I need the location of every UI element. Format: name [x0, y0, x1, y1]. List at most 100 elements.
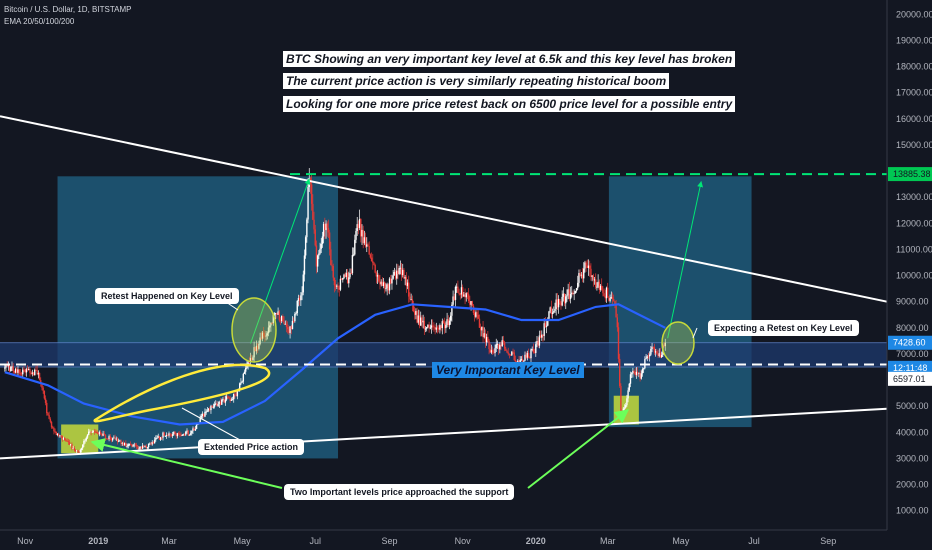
candle-body	[483, 333, 485, 338]
indicator-header[interactable]: EMA 20/50/100/200	[4, 17, 75, 26]
candle	[254, 346, 257, 352]
candle	[29, 366, 31, 377]
candle-body	[627, 390, 629, 399]
candle	[628, 382, 630, 392]
candle	[167, 433, 169, 437]
candle-body	[484, 333, 487, 343]
candle-body	[331, 265, 333, 267]
candle	[375, 271, 378, 284]
candle-body	[93, 431, 96, 433]
candle-body	[574, 290, 577, 294]
x-tick-label: May	[672, 536, 690, 546]
candle-body	[222, 398, 224, 400]
candle-body	[282, 316, 284, 322]
candle-body	[168, 433, 170, 436]
candle-body	[13, 370, 16, 373]
candle-body	[598, 281, 601, 290]
candle-body	[374, 264, 376, 273]
candle	[11, 361, 13, 372]
candle-body	[587, 265, 590, 269]
candle	[560, 301, 562, 310]
candle	[525, 351, 527, 360]
candle	[503, 341, 506, 352]
candle	[591, 274, 593, 282]
candle-body	[467, 294, 470, 302]
candle	[296, 300, 298, 316]
candle-body	[362, 229, 364, 244]
candle	[180, 432, 182, 437]
candle	[321, 231, 324, 248]
candle-body	[90, 431, 92, 433]
candle-body	[217, 403, 219, 407]
candle	[240, 378, 242, 386]
candle	[205, 409, 207, 415]
candle-body	[428, 324, 430, 328]
candle	[241, 380, 243, 384]
candle-body	[55, 431, 58, 436]
candle-body	[514, 360, 517, 362]
candle-body	[17, 369, 19, 373]
candle	[452, 290, 454, 307]
candle-body	[224, 399, 227, 403]
candle-body	[532, 349, 535, 353]
candle	[96, 430, 98, 434]
candle-body	[84, 440, 86, 442]
x-tick-label: Jul	[309, 536, 321, 546]
candle-body	[127, 444, 129, 447]
price-tag-countdown: 12:11:48	[893, 363, 927, 373]
symbol-header[interactable]: Bitcoin / U.S. Dollar, 1D, BITSTAMP	[4, 5, 132, 14]
candle-body	[345, 272, 348, 277]
x-tick-label: Jul	[748, 536, 760, 546]
candle-body	[647, 356, 650, 358]
candle-body	[452, 296, 454, 305]
candle-body	[464, 294, 466, 298]
candle	[433, 322, 435, 332]
candle-body	[565, 296, 567, 304]
candle-body	[367, 244, 369, 247]
candle	[436, 325, 439, 334]
candle	[53, 426, 55, 435]
candle-body	[414, 311, 416, 315]
candle	[421, 315, 423, 328]
candle	[598, 279, 601, 294]
candle-body	[101, 434, 103, 436]
candle-body	[390, 278, 392, 284]
candle-body	[173, 431, 175, 435]
candle-body	[186, 430, 188, 432]
candle-body	[247, 361, 249, 365]
candle	[641, 367, 644, 377]
candle	[31, 369, 34, 377]
candle-body	[320, 243, 322, 249]
candle	[218, 400, 221, 408]
price-tag-key-level-bg	[888, 371, 932, 386]
candle	[526, 350, 529, 361]
candle	[343, 273, 345, 280]
candle	[400, 262, 403, 281]
candle	[20, 371, 23, 377]
candle-body	[364, 237, 367, 247]
note-line-1: BTC Showing an very important key level …	[283, 51, 736, 67]
candle-body	[615, 304, 617, 318]
candle-body	[169, 433, 171, 435]
candle-body	[200, 416, 203, 418]
candle	[277, 307, 279, 316]
candle	[22, 367, 24, 378]
candle	[292, 317, 295, 324]
candle-body	[119, 440, 121, 442]
candle	[524, 351, 526, 362]
candle-body	[215, 403, 217, 405]
candle	[284, 320, 286, 325]
candle	[595, 273, 597, 290]
candle	[212, 403, 215, 409]
candle-body	[459, 293, 461, 295]
candle-body	[506, 350, 508, 353]
candle	[362, 225, 364, 249]
candle-body	[324, 223, 326, 231]
candle-body	[502, 340, 505, 343]
candle-body	[556, 299, 559, 308]
candle	[394, 269, 397, 281]
candle	[249, 352, 252, 365]
candle	[179, 430, 181, 438]
candle-body	[507, 352, 509, 354]
